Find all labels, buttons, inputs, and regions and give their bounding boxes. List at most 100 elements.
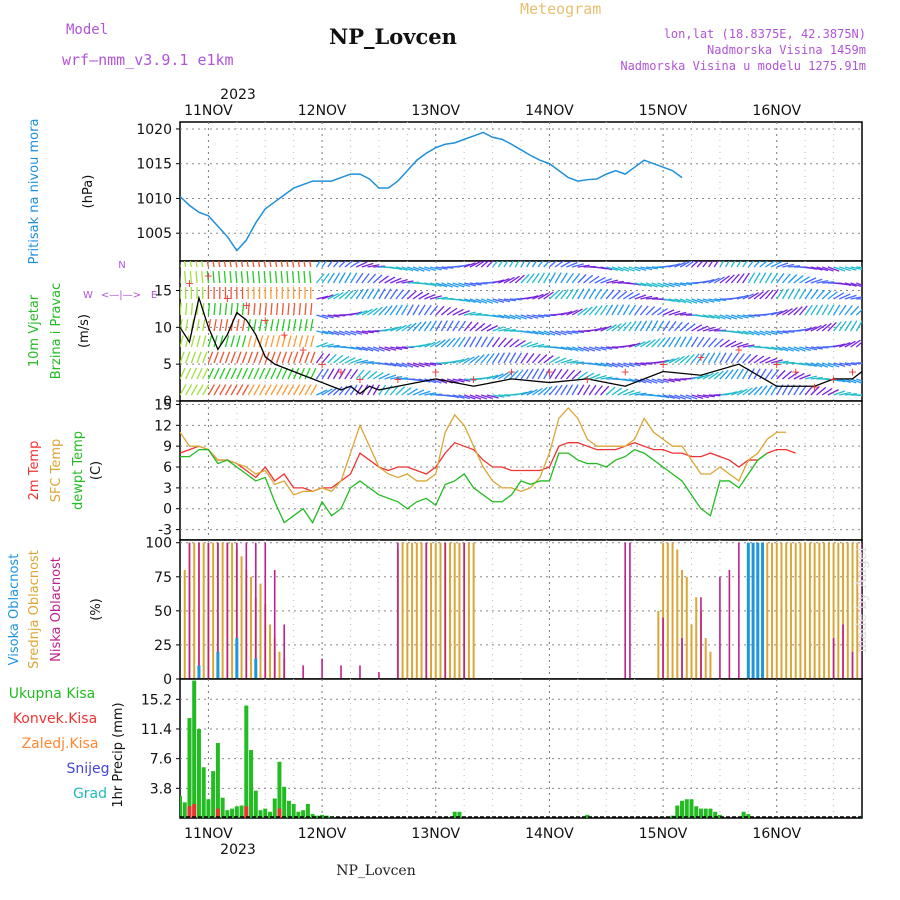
wind-barb: [287, 367, 294, 380]
low-cloud-bar: [728, 569, 731, 679]
wind-barb: [224, 367, 232, 380]
wind-barb: [816, 266, 829, 272]
total-precip-bar: [675, 805, 680, 818]
wind-barb: [668, 263, 681, 268]
wind-barb: [691, 324, 703, 332]
legend-label: Zaledj.Kisa: [22, 736, 99, 752]
wind-barb: [321, 330, 334, 336]
wind-barb: [384, 362, 397, 367]
wind-barb: [429, 305, 439, 316]
wind-barb: [180, 335, 184, 348]
wind-barb: [805, 346, 817, 351]
wind-barb: [202, 302, 205, 316]
wind-barb: [464, 282, 476, 287]
wind-barb: [372, 274, 383, 284]
wind-barb: [401, 304, 409, 316]
wind-barb: [458, 394, 471, 400]
low-cloud-bar: [207, 542, 210, 679]
mid-cloud-bar: [430, 542, 433, 679]
wind-barb: [713, 276, 725, 284]
wind-barb: [498, 327, 511, 332]
wind-barb: [554, 384, 563, 396]
wind-barb: [833, 390, 846, 396]
wind-barb: [764, 289, 774, 300]
wind-barb: [623, 362, 635, 368]
mid-cloud-bar: [662, 542, 665, 679]
wind-barb: [776, 288, 784, 300]
wind-barb: [748, 330, 760, 336]
wind-barb: [350, 261, 362, 268]
wind-barb: [373, 346, 385, 352]
wind-barb: [355, 310, 368, 316]
mid-cloud-bar: [827, 542, 830, 679]
wind-barb: [543, 368, 551, 380]
wind-barb: [821, 322, 832, 332]
wind-barb: [742, 353, 752, 364]
wind-barb: [798, 305, 808, 316]
wind-barb: [628, 304, 637, 316]
wind-barb: [605, 304, 614, 316]
wind-barb: [202, 335, 207, 348]
gust-mark: +: [393, 373, 402, 386]
wind-barb: [685, 394, 698, 400]
wind-barb: [492, 326, 505, 332]
wind-barb: [606, 279, 619, 284]
wind-barb: [344, 289, 354, 300]
wind-barb: [418, 292, 430, 300]
wind-barb: [731, 389, 743, 396]
total-precip-bar: [182, 802, 187, 818]
mid-cloud-bar: [856, 542, 859, 679]
wind-barb: [390, 346, 403, 351]
wind-barb: [850, 320, 858, 332]
wind-barb: [714, 314, 726, 320]
wind-barb: [662, 309, 675, 316]
wind-barb: [662, 320, 671, 332]
wind-barb: [770, 369, 780, 380]
wind-barb: [247, 384, 255, 396]
bottom-day-label: 16NOV: [752, 826, 801, 842]
wind-barb: [640, 282, 653, 288]
wind-barb: [367, 371, 378, 380]
wind-barb: [611, 304, 619, 316]
wind-barb: [258, 319, 263, 332]
mid-cloud-bar: [771, 542, 774, 679]
wind-barb: [395, 362, 408, 368]
wind-barb: [799, 346, 812, 352]
wind-barb: [185, 302, 188, 316]
y-tick-label: 15.2: [141, 692, 172, 708]
wind-barb: [463, 298, 476, 304]
low-cloud-bar: [842, 624, 844, 679]
wind-barb: [219, 351, 225, 364]
wind-barb: [799, 362, 812, 367]
wind-barb: [395, 278, 408, 284]
wind-barb: [418, 342, 431, 348]
low-cloud-bar: [861, 542, 862, 679]
wind-barb: [286, 261, 289, 268]
wind-barb: [480, 298, 493, 304]
wind-barb: [810, 376, 823, 380]
wind-barb: [634, 320, 642, 332]
wind-barb: [429, 362, 443, 366]
mid-cloud-bar: [448, 542, 451, 679]
gust-mark: +: [280, 329, 289, 342]
panel-label: Niska Oblacnost: [49, 557, 64, 662]
wind-barb: [810, 362, 823, 368]
wind-barb: [429, 266, 442, 271]
top-day-label: 13NOV: [411, 103, 460, 119]
wind-barb: [492, 352, 500, 364]
wind-barb: [543, 330, 556, 336]
wind-barb: [560, 346, 573, 351]
wind-barb: [696, 336, 705, 348]
panel-label: 2m Temp: [27, 441, 42, 501]
wind-barb: [264, 351, 270, 364]
wind-barb: [401, 387, 412, 396]
top-year-label: 2023: [220, 87, 256, 103]
wind-barb: [406, 290, 417, 300]
wind-barb: [634, 294, 647, 300]
gust-mark: +: [507, 366, 516, 379]
wind-barb: [742, 261, 748, 268]
wind-barb: [668, 310, 681, 316]
wind-barb: [565, 272, 574, 284]
y-tick-label: 12: [154, 418, 172, 434]
wind-barb: [702, 298, 715, 303]
